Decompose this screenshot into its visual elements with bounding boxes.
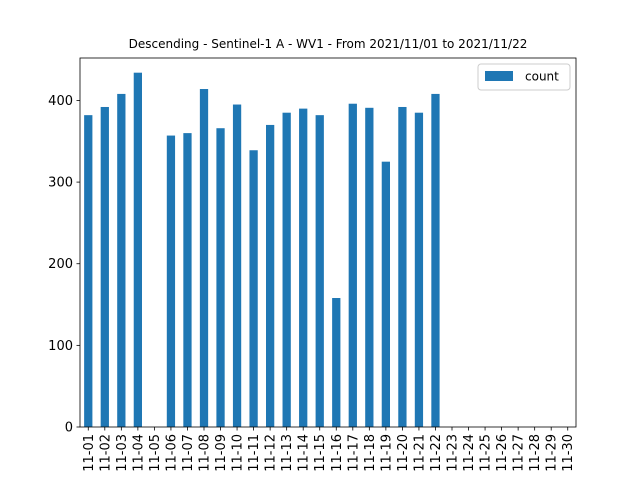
bar-11-07 — [183, 133, 192, 428]
x-tick-label: 11-16 — [330, 434, 345, 472]
x-tick-label: 11-09 — [214, 434, 229, 472]
bar-11-12 — [266, 124, 275, 427]
x-tick-label: 11-23 — [446, 434, 461, 472]
x-tick-label: 11-19 — [379, 434, 394, 472]
bar-11-18 — [365, 107, 374, 428]
x-tick-label: 11-07 — [181, 434, 196, 472]
x-tick-label: 11-18 — [363, 434, 378, 472]
x-tick-label: 11-15 — [313, 434, 328, 472]
bar-11-09 — [216, 128, 225, 427]
x-tick-label: 11-20 — [396, 434, 411, 472]
x-tick-label: 11-27 — [512, 434, 527, 472]
x-tick-label: 11-28 — [528, 434, 543, 472]
bar-11-19 — [381, 161, 390, 427]
bar-11-22 — [431, 93, 440, 428]
x-tick-label: 11-24 — [462, 434, 477, 472]
x-tick-label: 11-05 — [148, 434, 163, 472]
bar-11-15 — [315, 115, 324, 428]
x-tick-label: 11-06 — [164, 434, 179, 472]
y-tick-label: 100 — [48, 339, 73, 354]
bars-group — [84, 72, 440, 428]
x-tick-label: 11-12 — [264, 434, 279, 472]
y-tick-label: 300 — [48, 176, 73, 191]
legend-swatch — [485, 71, 513, 81]
bar-11-08 — [199, 89, 209, 428]
bar-11-02 — [100, 106, 109, 427]
y-tick-label: 0 — [65, 421, 73, 436]
x-tick-label: 11-29 — [545, 434, 560, 472]
x-tick-label: 11-17 — [346, 434, 361, 472]
y-axis: 0 100 200 300 400 — [48, 94, 80, 436]
x-tick-label: 11-13 — [280, 434, 295, 472]
bar-11-13 — [282, 112, 291, 427]
bar-11-04 — [133, 72, 142, 427]
x-tick-label: 11-04 — [131, 434, 146, 472]
x-axis: 11-01 11-02 11-03 11-04 11-05 11-06 11-07 11-08… — [82, 427, 576, 472]
y-tick-label: 400 — [48, 94, 73, 109]
bar-11-11 — [249, 150, 258, 427]
x-tick-label: 11-25 — [479, 434, 494, 472]
bar-11-14 — [299, 108, 308, 428]
x-tick-label: 11-10 — [231, 434, 246, 472]
plot-frame — [79, 57, 577, 428]
x-tick-label: 11-03 — [115, 434, 130, 472]
bar-11-20 — [398, 106, 407, 427]
bar-11-21 — [414, 112, 424, 427]
bar-11-01 — [84, 115, 93, 428]
x-tick-label: 11-02 — [98, 434, 113, 472]
bar-11-06 — [166, 135, 176, 427]
legend: count — [477, 63, 571, 91]
legend-label: count — [525, 70, 559, 84]
x-tick-label: 11-21 — [412, 434, 427, 472]
x-tick-label: 11-14 — [297, 434, 312, 472]
legend-box — [477, 63, 571, 91]
chart-title: Descending - Sentinel-1 A - WV1 - From 2… — [129, 37, 528, 51]
bar-11-10 — [232, 104, 242, 427]
x-tick-label: 11-01 — [82, 434, 97, 472]
bar-11-03 — [117, 93, 126, 428]
x-tick-label: 11-11 — [247, 434, 262, 472]
x-tick-label: 11-30 — [561, 434, 576, 472]
x-tick-label: 11-22 — [429, 434, 444, 472]
x-tick-label: 11-26 — [495, 434, 510, 472]
bar-11-16 — [332, 298, 341, 427]
y-tick-label: 200 — [48, 257, 73, 272]
x-tick-label: 11-08 — [198, 434, 213, 472]
bar-11-17 — [348, 103, 357, 427]
